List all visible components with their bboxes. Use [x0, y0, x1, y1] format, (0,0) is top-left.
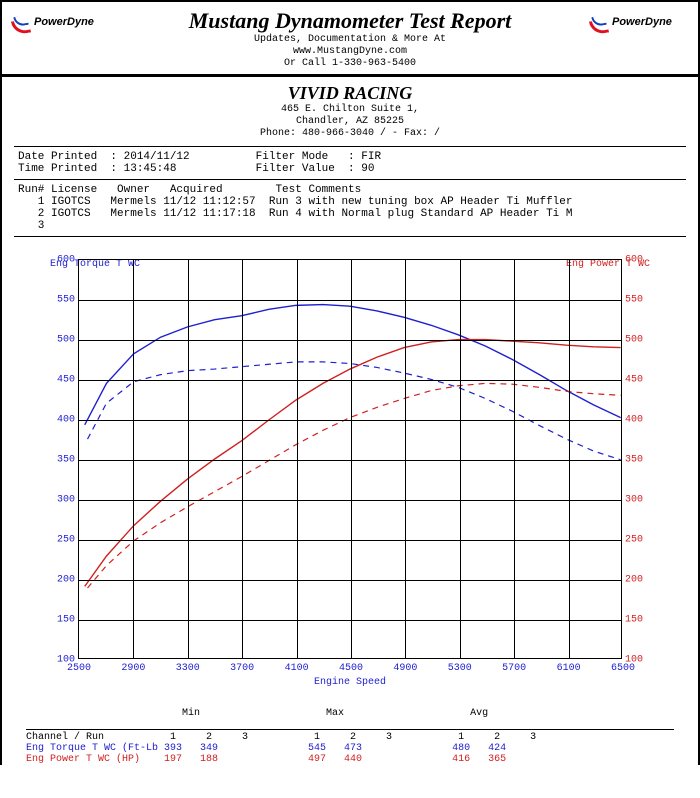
gridline — [188, 260, 189, 658]
x-tick-label: 5700 — [502, 663, 526, 674]
y-tick-left: 200 — [43, 575, 75, 586]
y-tick-right: 200 — [625, 575, 657, 586]
y-tick-right: 100 — [625, 655, 657, 666]
series-torque_run1 — [85, 305, 621, 425]
y-tick-right: 350 — [625, 455, 657, 466]
y-tick-right: 300 — [625, 495, 657, 506]
x-tick-label: 4100 — [285, 663, 309, 674]
x-tick-label: 4500 — [339, 663, 363, 674]
y-tick-left: 350 — [43, 455, 75, 466]
y-tick-left: 250 — [43, 535, 75, 546]
dyno-chart: Eng Torque T WC Eng Power T WC 250029003… — [30, 259, 670, 688]
header-sub3: Or Call 1-330-963-5400 — [2, 58, 698, 70]
y-tick-left: 100 — [43, 655, 75, 666]
gridline — [297, 260, 298, 658]
x-tick-label: 4900 — [393, 663, 417, 674]
gridline — [514, 260, 515, 658]
print-info-block: Date Printed : 2014/11/12 Filter Mode : … — [2, 147, 698, 179]
summary-body: Channel / Run 1 2 3 1 2 3 1 2 3 Eng Torq… — [26, 732, 674, 765]
gridline — [79, 420, 621, 421]
gridline — [79, 500, 621, 501]
x-tick-label: 2900 — [121, 663, 145, 674]
y-tick-left: 600 — [43, 255, 75, 266]
x-tick-label: 3700 — [230, 663, 254, 674]
x-tick-label: 3300 — [176, 663, 200, 674]
chart-curves — [79, 260, 621, 658]
x-axis-label: Engine Speed — [30, 677, 670, 688]
powerdyne-logo-right: PowerDyne — [594, 16, 684, 40]
logo-text: PowerDyne — [34, 16, 94, 28]
series-torque_run2 — [88, 362, 621, 460]
gridline — [460, 260, 461, 658]
company-address1: 465 E. Chilton Suite 1, — [2, 104, 698, 116]
plot-area: 2500290033003700410045004900530057006100… — [78, 259, 622, 659]
y-tick-right: 600 — [625, 255, 657, 266]
y-tick-left: 500 — [43, 335, 75, 346]
x-tick-label: 6100 — [557, 663, 581, 674]
company-phone: Phone: 480-966-3040 / - Fax: / — [2, 128, 698, 140]
gridline — [79, 580, 621, 581]
y-tick-left: 300 — [43, 495, 75, 506]
series-power_run2 — [88, 383, 621, 588]
report-header: PowerDyne PowerDyne Mustang Dynamometer … — [2, 2, 698, 72]
divider — [14, 236, 686, 237]
gridline — [405, 260, 406, 658]
y-tick-right: 150 — [625, 615, 657, 626]
x-tick-label: 5300 — [448, 663, 472, 674]
header-sub2: www.MustangDyne.com — [2, 46, 698, 58]
gridline — [569, 260, 570, 658]
logo-text: PowerDyne — [612, 16, 672, 28]
gridline — [79, 540, 621, 541]
company-name: VIVID RACING — [2, 83, 698, 104]
gridline — [79, 380, 621, 381]
y-tick-right: 250 — [625, 535, 657, 546]
gridline — [351, 260, 352, 658]
y-tick-left: 550 — [43, 295, 75, 306]
summary-header: Min Max Avg — [26, 708, 674, 719]
summary-torque-row: Eng Torque T WC (Ft-Lb 393 349 545 473 4… — [26, 743, 506, 754]
y-tick-right: 550 — [625, 295, 657, 306]
y-tick-right: 500 — [625, 335, 657, 346]
divider — [26, 729, 674, 730]
series-power_run1 — [85, 340, 621, 587]
powerdyne-logo-left: PowerDyne — [16, 16, 106, 40]
gridline — [133, 260, 134, 658]
company-block: VIVID RACING 465 E. Chilton Suite 1, Cha… — [2, 77, 698, 146]
y-tick-left: 450 — [43, 375, 75, 386]
gridline — [79, 300, 621, 301]
company-address2: Chandler, AZ 85225 — [2, 116, 698, 128]
gridline — [79, 620, 621, 621]
y-tick-right: 400 — [625, 415, 657, 426]
run-table: Run# License Owner Acquired Test Comment… — [2, 180, 698, 236]
y-tick-right: 450 — [625, 375, 657, 386]
y-tick-left: 150 — [43, 615, 75, 626]
gridline — [242, 260, 243, 658]
summary-power-row: Eng Power T WC (HP) 197 188 497 440 416 … — [26, 754, 506, 765]
report-page: PowerDyne PowerDyne Mustang Dynamometer … — [0, 0, 700, 765]
gridline — [79, 340, 621, 341]
y-tick-left: 400 — [43, 415, 75, 426]
summary-col-header: Channel / Run 1 2 3 1 2 3 1 2 3 — [26, 732, 536, 743]
gridline — [79, 460, 621, 461]
